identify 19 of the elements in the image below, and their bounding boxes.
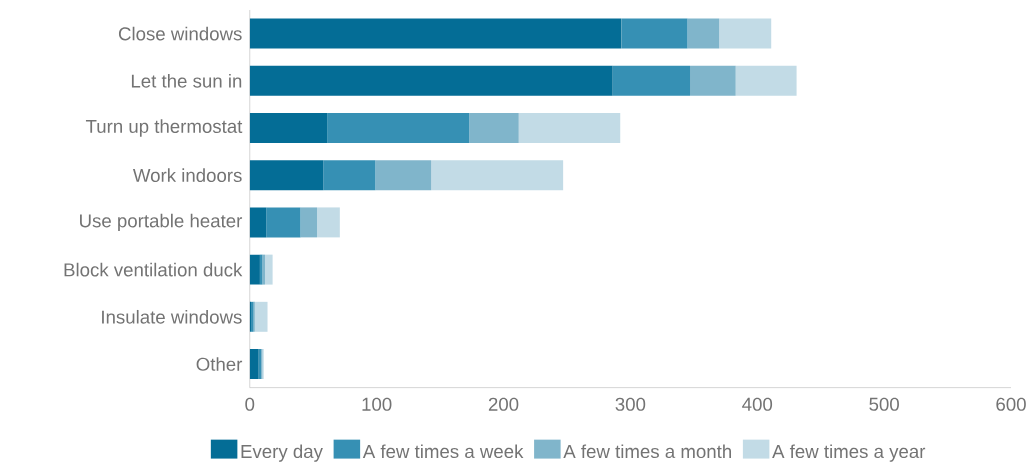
y-tick-label: Work indoors	[132, 168, 242, 183]
legend-label: Every day	[241, 444, 323, 463]
y-tick-label: Use portable heater	[80, 213, 243, 232]
x-tick-label: 100	[362, 397, 392, 412]
y-tick-label: Let the sun in	[131, 74, 242, 88]
y-tick-label: Block ventilation duck	[64, 262, 243, 277]
x-tick-label: 500	[869, 397, 899, 412]
legend-label: A few times a year	[772, 444, 926, 463]
x-tick-label: 600	[996, 397, 1026, 412]
x-tick-label: 300	[615, 397, 646, 412]
legend-label: A few times a week	[362, 444, 524, 459]
x-tick-label: 400	[742, 397, 773, 412]
y-tick-label: Close windows	[118, 26, 242, 41]
y-tick-label: Turn up thermostat	[85, 119, 243, 137]
y-tick-label: Insulate windows	[102, 310, 242, 324]
x-tick-label: 200	[488, 397, 519, 412]
x-tick-label: 0	[245, 397, 255, 412]
y-tick-label: Other	[196, 357, 243, 372]
legend-label: A few times a month	[563, 444, 731, 459]
